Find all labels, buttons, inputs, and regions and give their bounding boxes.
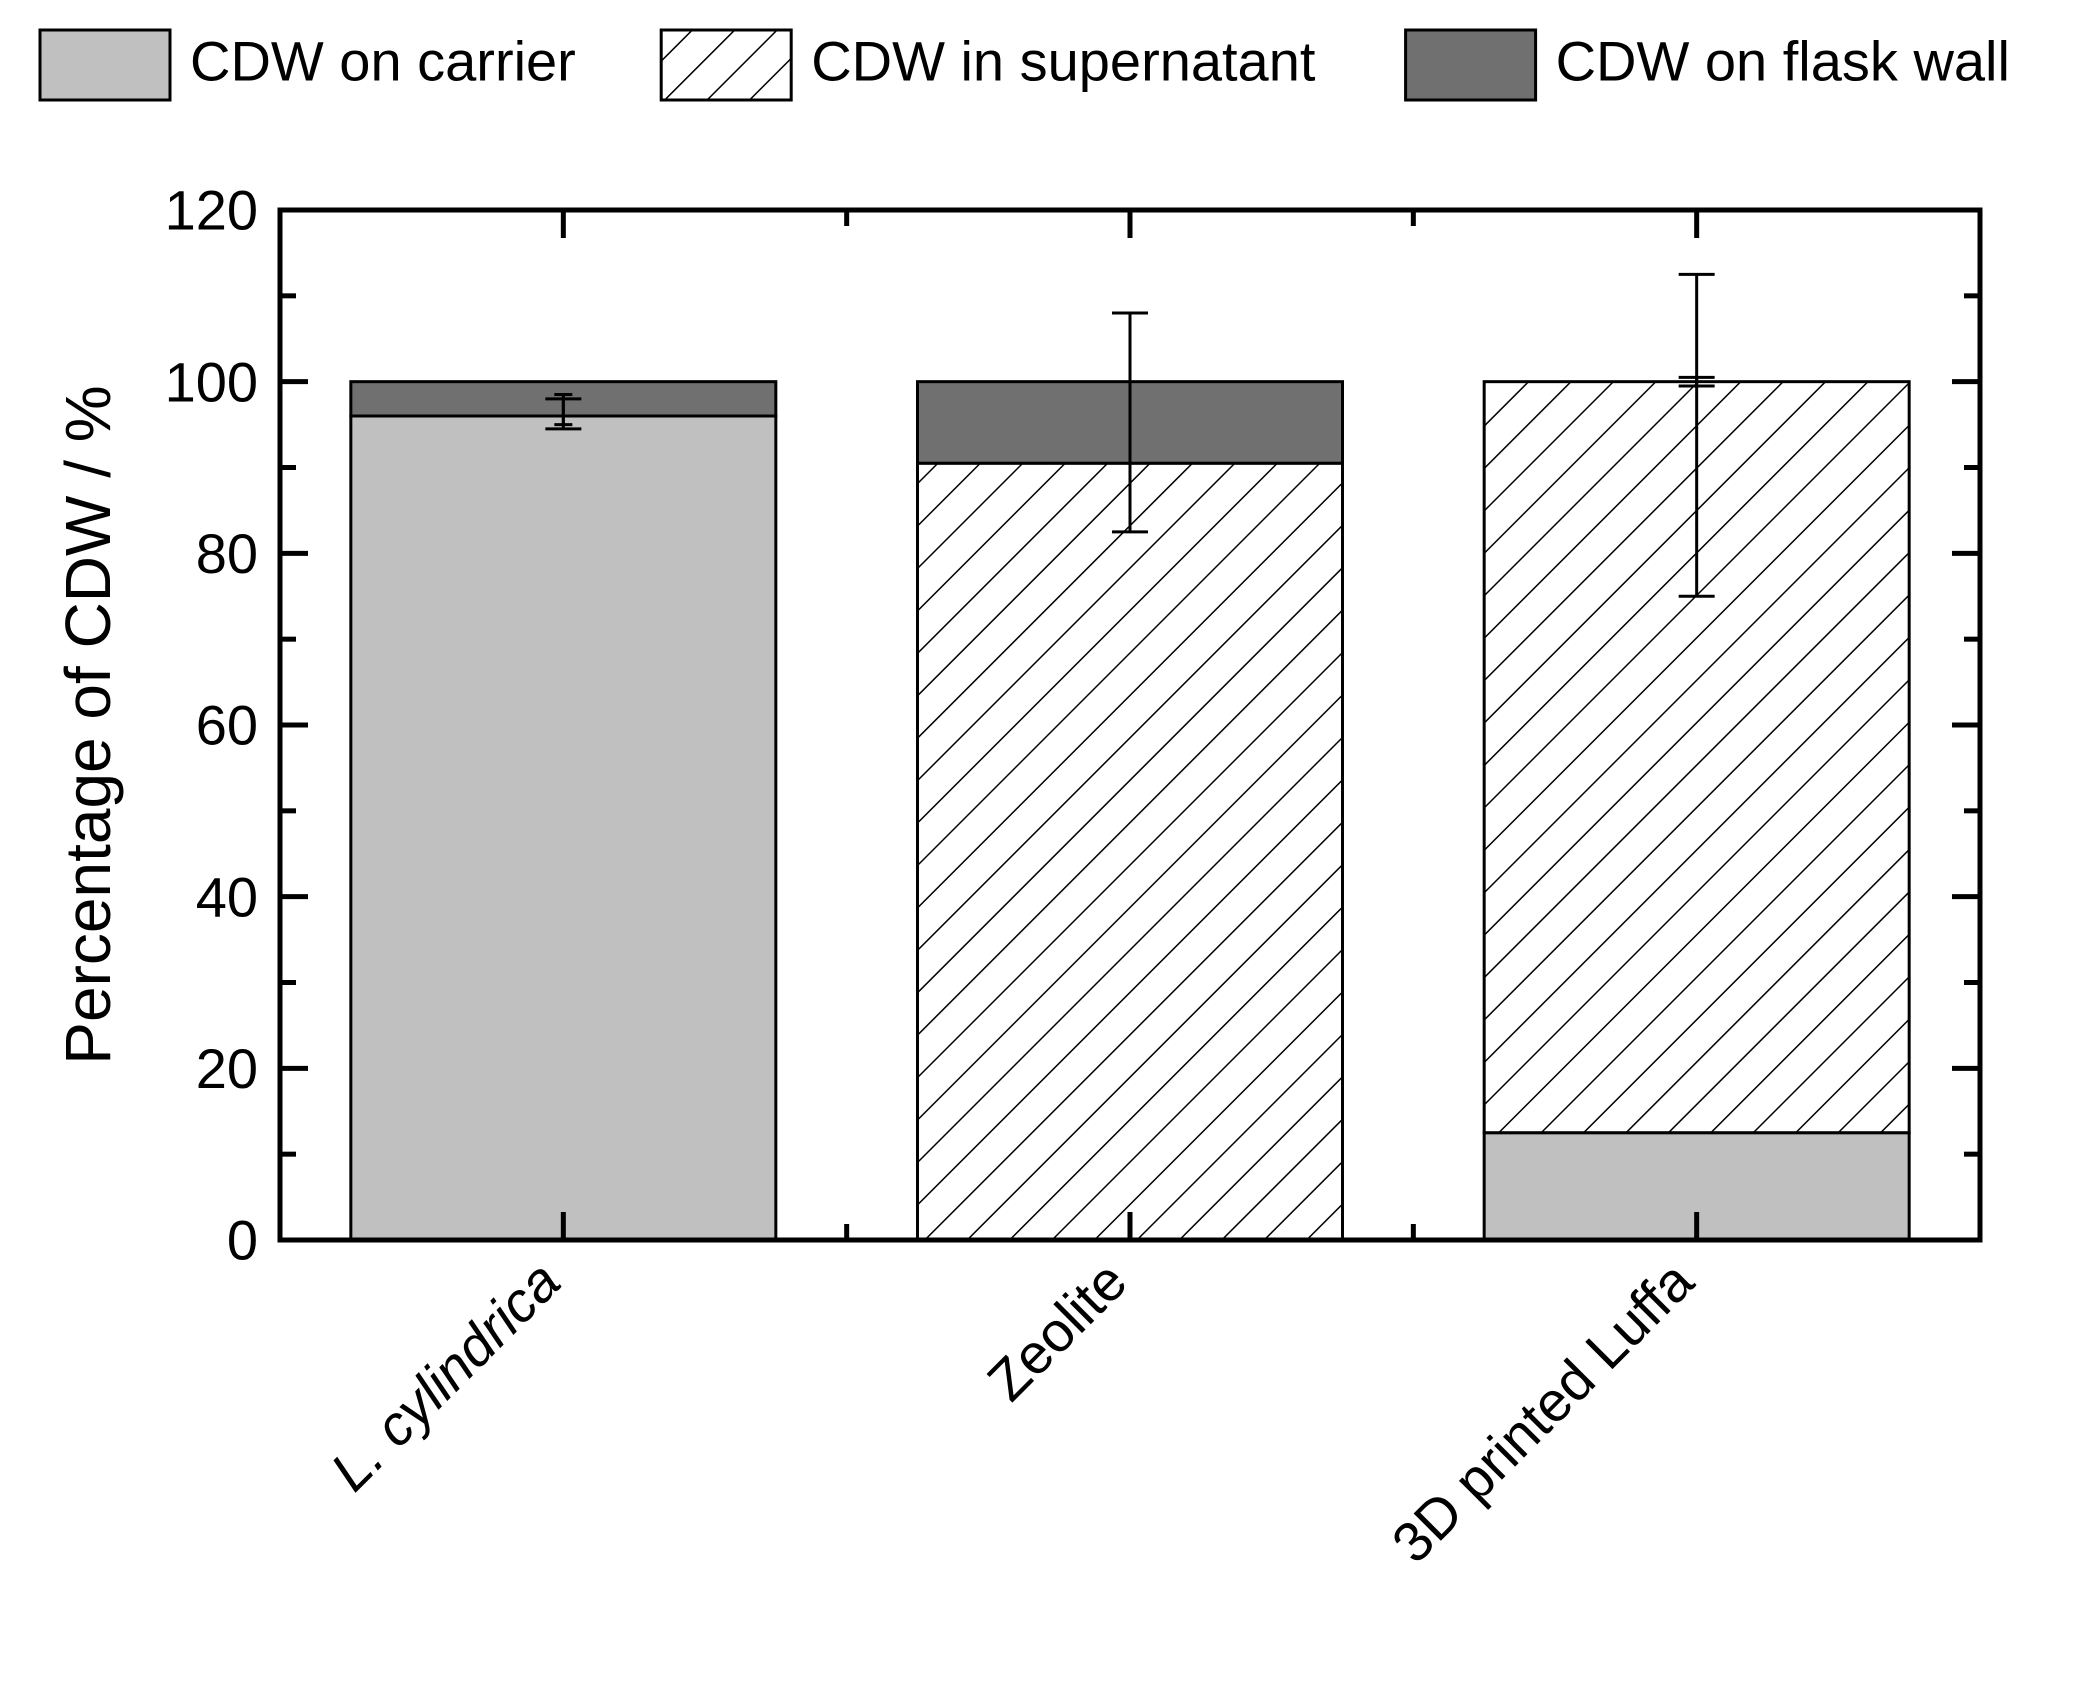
legend-swatch [1406, 30, 1536, 100]
x-tick-label: L. cylindrica [318, 1249, 572, 1503]
legend-label: CDW on carrier [190, 29, 576, 92]
legend-swatch [40, 30, 170, 100]
y-tick-label: 60 [196, 694, 258, 757]
legend-label: CDW on flask wall [1556, 29, 2010, 92]
y-tick-label: 20 [196, 1037, 258, 1100]
legend-label: CDW in supernatant [811, 29, 1316, 92]
y-tick-label: 100 [165, 350, 258, 413]
x-tick-label: Zeolite [975, 1249, 1138, 1412]
bar-supernatant [918, 463, 1343, 1240]
bar-carrier [351, 416, 776, 1240]
y-tick-label: 120 [165, 179, 258, 242]
legend-swatch [661, 30, 791, 100]
y-tick-label: 0 [227, 1209, 258, 1272]
x-tick-label: 3D printed Luffa [1380, 1248, 1706, 1574]
y-tick-label: 80 [196, 522, 258, 585]
cdw-stacked-bar-chart: CDW on carrier CDW in supernatant CDW on f… [0, 0, 2086, 1699]
y-axis-label: Percentage of CDW / % [52, 385, 124, 1064]
y-tick-label: 40 [196, 865, 258, 928]
